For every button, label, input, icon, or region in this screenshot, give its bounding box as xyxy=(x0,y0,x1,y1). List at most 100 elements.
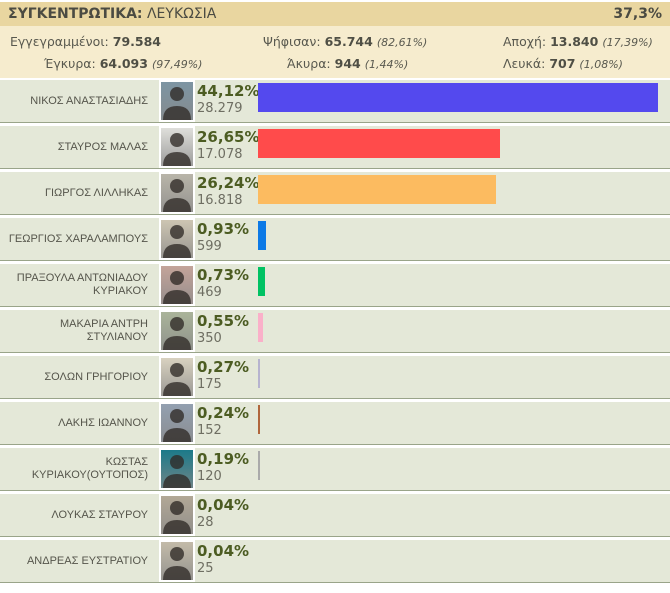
candidate-photo xyxy=(159,80,195,122)
candidate-row: ΚΩΣΤΑΣ ΚΥΡΙΑΚΟΥ(ΟΥΤΟΠΟΣ) 0,19% 120 xyxy=(0,448,670,491)
candidate-photo xyxy=(159,218,195,260)
candidate-numbers: 0,04% 25 xyxy=(197,542,257,576)
candidate-row: ΝΙΚΟΣ ΑΝΑΣΤΑΣΙΑΔΗΣ 44,12% 28.279 xyxy=(0,80,670,123)
candidate-row: ΣΟΛΩΝ ΓΡΗΓΟΡΙΟΥ 0,27% 175 xyxy=(0,356,670,399)
candidate-name: ΣΤΑΥΡΟΣ ΜΑΛΑΣ xyxy=(57,140,148,153)
stat-invalid-pct: (1,44%) xyxy=(364,58,409,71)
candidate-votes: 469 xyxy=(197,285,222,300)
result-bar xyxy=(258,359,261,388)
candidate-name: ΠΡΑΞΟΥΛΑ ΑΝΤΩΝΙΑΔΟΥ ΚΥΡΙΑΚΟΥ xyxy=(16,272,148,297)
candidate-row: ΛΑΚΗΣ ΙΩΑΝΝΟΥ 0,24% 152 xyxy=(0,402,670,445)
person-silhouette-icon xyxy=(163,271,191,304)
candidate-photo xyxy=(159,494,195,536)
candidate-percent: 0,24% xyxy=(197,404,250,422)
candidate-votes: 28.279 xyxy=(197,101,243,116)
candidate-numbers: 0,55% 350 xyxy=(197,312,257,346)
bar-track xyxy=(258,313,658,342)
stat-blank: Λευκά: 707 (1,08%) xyxy=(503,56,623,71)
candidate-name: ΛΟΥΚΑΣ ΣΤΑΥΡΟΥ xyxy=(51,508,148,521)
bar-track xyxy=(258,221,658,250)
candidate-name: ΑΝΔΡΕΑΣ ΕΥΣΤΡΑΤΙΟΥ xyxy=(26,554,148,567)
candidate-photo-img xyxy=(161,496,193,534)
candidate-photo-img xyxy=(161,128,193,166)
bar-track xyxy=(258,451,658,480)
result-bar xyxy=(258,313,263,342)
stat-valid: Έγκυρα: 64.093 (97,49%) xyxy=(44,56,202,71)
stat-registered-label: Εγγεγραμμένοι: xyxy=(10,34,109,49)
candidate-photo xyxy=(159,172,195,214)
result-bar xyxy=(258,175,496,204)
person-silhouette-icon xyxy=(163,363,191,396)
bar-track xyxy=(258,543,658,572)
candidate-photo xyxy=(159,540,195,582)
candidate-percent: 0,27% xyxy=(197,358,250,376)
candidate-row: ΠΡΑΞΟΥΛΑ ΑΝΤΩΝΙΑΔΟΥ ΚΥΡΙΑΚΟΥ 0,73% 469 xyxy=(0,264,670,307)
candidate-percent: 0,04% xyxy=(197,542,250,560)
candidate-photo-img xyxy=(161,266,193,304)
candidate-name: ΜΑΚΑΡΙΑ ΑΝΤΡΗ ΣΤΥΛΙΑΝΟΥ xyxy=(59,318,148,343)
candidate-votes: 28 xyxy=(197,515,214,530)
candidate-photo xyxy=(159,264,195,306)
stat-invalid-label: Άκυρα: xyxy=(287,56,331,71)
result-bar xyxy=(258,221,267,250)
candidate-row: ΑΝΔΡΕΑΣ ΕΥΣΤΡΑΤΙΟΥ 0,04% 25 xyxy=(0,540,670,583)
candidate-numbers: 0,24% 152 xyxy=(197,404,257,438)
candidate-percent: 26,65% xyxy=(197,128,260,146)
result-bar xyxy=(258,267,265,296)
person-silhouette-icon xyxy=(163,317,191,350)
candidate-percent: 0,19% xyxy=(197,450,250,468)
result-bar xyxy=(258,451,260,480)
results-header: ΣΥΓΚΕΝΤΡΩΤΙΚΑ: ΛΕΥΚΩΣΙΑ 37,3% xyxy=(0,2,670,26)
candidate-numbers: 0,19% 120 xyxy=(197,450,257,484)
candidate-votes: 16.818 xyxy=(197,193,243,208)
stat-abstention-value: 13.840 xyxy=(550,34,599,49)
candidate-photo-img xyxy=(161,312,193,350)
candidate-photo-img xyxy=(161,174,193,212)
person-silhouette-icon xyxy=(163,179,191,212)
region-name: ΛΕΥΚΩΣΙΑ xyxy=(146,6,217,22)
candidate-numbers: 0,04% 28 xyxy=(197,496,257,530)
stat-voted-value: 65.744 xyxy=(324,34,373,49)
bar-track xyxy=(258,83,658,112)
turnout-stats-panel: Εγγεγραμμένοι: 79.584 Ψήφισαν: 65.744 (8… xyxy=(0,26,670,78)
stat-voted-label: Ψήφισαν: xyxy=(263,34,321,49)
bar-track xyxy=(258,359,658,388)
stat-abstention-label: Αποχή: xyxy=(503,34,547,49)
person-silhouette-icon xyxy=(163,87,191,120)
person-silhouette-icon xyxy=(163,547,191,580)
results-list: ΝΙΚΟΣ ΑΝΑΣΤΑΣΙΑΔΗΣ 44,12% 28.279 ΣΤΑΥΡΟΣ… xyxy=(0,80,670,583)
candidate-votes: 152 xyxy=(197,423,222,438)
person-silhouette-icon xyxy=(163,133,191,166)
bar-track xyxy=(258,129,658,158)
page-title-prefix: ΣΥΓΚΕΝΤΡΩΤΙΚΑ: xyxy=(8,6,143,22)
page-title: ΣΥΓΚΕΝΤΡΩΤΙΚΑ: ΛΕΥΚΩΣΙΑ xyxy=(8,6,216,22)
stat-blank-label: Λευκά: xyxy=(503,56,546,71)
candidate-numbers: 0,73% 469 xyxy=(197,266,257,300)
stat-valid-pct: (97,49%) xyxy=(151,58,203,71)
candidate-name: ΝΙΚΟΣ ΑΝΑΣΤΑΣΙΑΔΗΣ xyxy=(30,94,148,107)
bar-track xyxy=(258,267,658,296)
stat-voted-pct: (82,61%) xyxy=(376,36,428,49)
stat-valid-value: 64.093 xyxy=(99,56,148,71)
stat-abstention-pct: (17,39%) xyxy=(602,36,653,49)
candidate-photo xyxy=(159,310,195,352)
person-silhouette-icon xyxy=(163,501,191,534)
candidate-photo xyxy=(159,448,195,490)
result-bar xyxy=(258,129,500,158)
candidate-numbers: 44,12% 28.279 xyxy=(197,82,259,116)
candidate-row: ΣΤΑΥΡΟΣ ΜΑΛΑΣ 26,65% 17.078 xyxy=(0,126,670,169)
candidate-votes: 120 xyxy=(197,469,222,484)
candidate-photo-img xyxy=(161,82,193,120)
candidate-row: ΜΑΚΑΡΙΑ ΑΝΤΡΗ ΣΤΥΛΙΑΝΟΥ 0,55% 350 xyxy=(0,310,670,353)
counted-percentage: 37,3% xyxy=(613,6,662,22)
result-bar xyxy=(258,83,658,112)
candidate-photo-img xyxy=(161,542,193,580)
candidate-numbers: 26,65% 17.078 xyxy=(197,128,260,162)
candidate-percent: 0,04% xyxy=(197,496,250,514)
stat-invalid-value: 944 xyxy=(334,56,361,71)
candidate-photo-img xyxy=(161,404,193,442)
candidate-photo xyxy=(159,126,195,168)
stat-registered-value: 79.584 xyxy=(112,34,161,49)
bar-track xyxy=(258,497,658,526)
candidate-percent: 26,24% xyxy=(197,174,260,192)
